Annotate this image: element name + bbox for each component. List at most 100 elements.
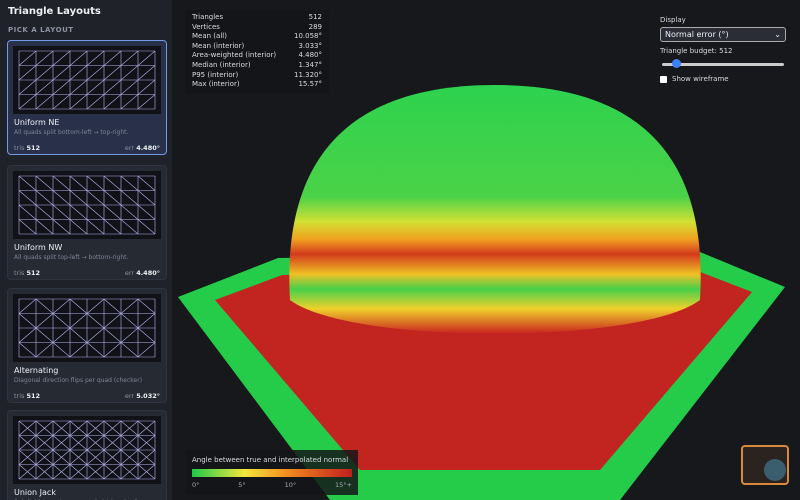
wire bbox=[18, 50, 37, 66]
wire bbox=[103, 204, 122, 220]
color-bar bbox=[192, 469, 352, 477]
stat-value: 10.058° bbox=[294, 32, 322, 41]
wire bbox=[52, 298, 71, 314]
wireframe-label: Show wireframe bbox=[672, 75, 729, 83]
wire bbox=[18, 204, 37, 220]
wire bbox=[35, 79, 54, 95]
wire bbox=[86, 313, 105, 329]
wire bbox=[120, 219, 139, 235]
stat-label: Max (interior) bbox=[192, 80, 240, 89]
wire bbox=[35, 342, 54, 358]
tris-label: tris bbox=[14, 269, 25, 277]
wire bbox=[18, 435, 37, 451]
wire bbox=[69, 219, 88, 235]
sidebar: Triangle Layouts PICK A LAYOUT Uniform N… bbox=[0, 0, 172, 500]
stat-row: Median (interior) 1.347° bbox=[192, 61, 322, 71]
layout-card[interactable]: Alternating Diagonal direction flips per … bbox=[7, 288, 167, 403]
section-label: PICK A LAYOUT bbox=[8, 26, 74, 34]
wire bbox=[120, 65, 139, 81]
wire bbox=[137, 342, 156, 358]
wire bbox=[52, 435, 71, 451]
wire bbox=[69, 94, 88, 110]
display-value: Normal error (°) bbox=[665, 30, 729, 39]
stat-label: Vertices bbox=[192, 22, 220, 31]
controls: Display Normal error (°) ⌄ Triangle budge… bbox=[660, 16, 786, 83]
wire bbox=[86, 204, 105, 220]
wire bbox=[52, 94, 71, 110]
wire bbox=[18, 219, 37, 235]
wire bbox=[69, 79, 88, 95]
wire bbox=[103, 50, 122, 66]
wire bbox=[137, 79, 156, 95]
wire bbox=[86, 175, 105, 191]
app-icon bbox=[741, 445, 789, 485]
wire bbox=[86, 94, 105, 110]
budget-slider[interactable] bbox=[660, 58, 786, 70]
wire bbox=[137, 327, 156, 343]
wire bbox=[120, 204, 139, 220]
wire bbox=[52, 190, 71, 206]
wire bbox=[18, 342, 37, 358]
stat-label: Mean (interior) bbox=[192, 41, 245, 50]
tris-value: 512 bbox=[26, 392, 41, 400]
stat-row: Mean (all) 10.058° bbox=[192, 32, 322, 42]
card-tris: tris 512 bbox=[14, 269, 40, 277]
stat-label: Triangles bbox=[192, 13, 224, 21]
err-value: 5.032° bbox=[136, 392, 160, 400]
wire bbox=[86, 449, 105, 465]
card-tris: tris 512 bbox=[14, 392, 40, 400]
legend-ticks: 0° 5° 10° 15°+ bbox=[192, 481, 352, 489]
stat-value: 1.347° bbox=[298, 60, 322, 69]
wire bbox=[137, 175, 156, 191]
wire bbox=[120, 327, 139, 343]
err-label: err bbox=[124, 269, 135, 277]
wire bbox=[86, 435, 105, 451]
wire bbox=[35, 175, 54, 191]
wire bbox=[120, 420, 139, 436]
wire bbox=[35, 219, 54, 235]
card-description: Diagonal direction flips per quad (check… bbox=[14, 377, 143, 384]
wire bbox=[86, 219, 105, 235]
stat-row: Triangles 512 bbox=[192, 13, 322, 23]
wire bbox=[52, 313, 71, 329]
wire bbox=[86, 420, 105, 436]
wire bbox=[18, 420, 37, 436]
wire bbox=[35, 449, 54, 465]
wire bbox=[120, 190, 139, 206]
wire bbox=[69, 420, 88, 436]
stat-row: Area-weighted (interior) 4.480° bbox=[192, 51, 322, 61]
thumbnail bbox=[13, 416, 161, 484]
wireframe-checkbox[interactable] bbox=[660, 75, 667, 83]
layout-card[interactable]: Union JackSubdivides center per quad, 4 … bbox=[7, 410, 167, 500]
wire bbox=[137, 94, 156, 110]
err-value: 4.480° bbox=[136, 144, 160, 152]
err-value: 4.480° bbox=[136, 269, 160, 277]
card-err: err 4.480° bbox=[125, 144, 160, 152]
legend-tick: 0° bbox=[192, 481, 200, 489]
card-name: Alternating bbox=[14, 366, 59, 375]
wire bbox=[35, 464, 54, 480]
card-tris: tris 512 bbox=[14, 144, 40, 152]
err-label: err bbox=[124, 144, 135, 152]
wire bbox=[69, 190, 88, 206]
wire bbox=[35, 204, 54, 220]
stat-label: Mean (all) bbox=[192, 32, 227, 41]
wire bbox=[52, 420, 71, 436]
wire bbox=[137, 449, 156, 465]
wire bbox=[86, 464, 105, 480]
layout-card[interactable]: Uniform NE All quads split bottom-left → … bbox=[7, 40, 167, 155]
wire bbox=[120, 298, 139, 314]
wire bbox=[137, 190, 156, 206]
wire bbox=[120, 313, 139, 329]
display-select[interactable]: Normal error (°) ⌄ bbox=[660, 27, 786, 42]
wire bbox=[103, 79, 122, 95]
wire bbox=[137, 435, 156, 451]
layout-card[interactable]: Uniform NW All quads split top-left → bot… bbox=[7, 165, 167, 280]
legend-tick: 15°+ bbox=[335, 481, 352, 489]
wire bbox=[52, 204, 71, 220]
wire bbox=[18, 327, 37, 343]
wire bbox=[18, 313, 37, 329]
wire bbox=[137, 50, 156, 66]
wire bbox=[120, 449, 139, 465]
wire bbox=[35, 327, 54, 343]
